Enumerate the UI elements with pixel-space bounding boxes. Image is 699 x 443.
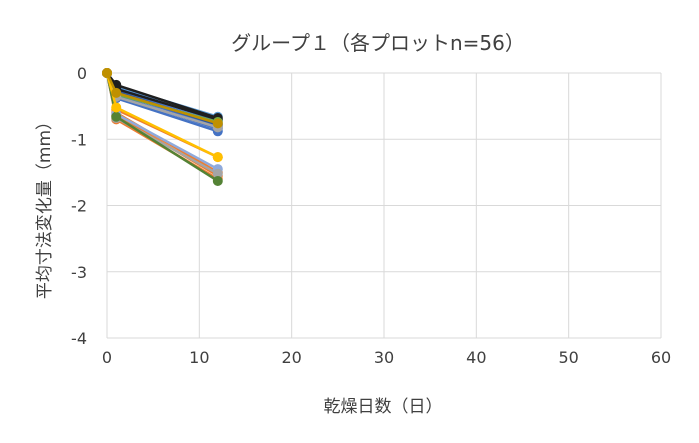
data-point [212, 175, 223, 186]
gridlines [106, 72, 662, 339]
series-20 [102, 68, 223, 129]
y-tick-label: -4 [71, 329, 87, 348]
y-tick-label: 0 [77, 64, 87, 83]
x-tick-label: 0 [102, 348, 112, 367]
x-tick-label: 20 [281, 348, 301, 367]
tick-labels: 0 10 20 30 40 50 60 0 -1 -2 -3 -4 [71, 64, 671, 367]
chart-title: グループ１（各プロットn=56） [231, 31, 525, 55]
x-tick-label: 10 [189, 348, 209, 367]
y-axis-title: 平均寸法変化量（mm） [35, 113, 55, 299]
data-point [111, 111, 122, 122]
y-tick-label: -3 [71, 263, 87, 282]
x-tick-label: 40 [466, 348, 486, 367]
y-tick-label: -2 [71, 197, 87, 216]
data-point [212, 118, 223, 129]
x-tick-label: 60 [651, 348, 671, 367]
x-axis-title: 乾燥日数（日） [324, 397, 443, 417]
x-tick-label: 50 [558, 348, 578, 367]
data-point [111, 87, 122, 98]
data-point [102, 68, 112, 78]
data-point [212, 168, 223, 179]
series-group [102, 68, 223, 186]
data-point [111, 102, 122, 113]
y-tick-label: -1 [71, 130, 87, 149]
data-point [212, 152, 223, 163]
x-tick-label: 30 [374, 348, 394, 367]
